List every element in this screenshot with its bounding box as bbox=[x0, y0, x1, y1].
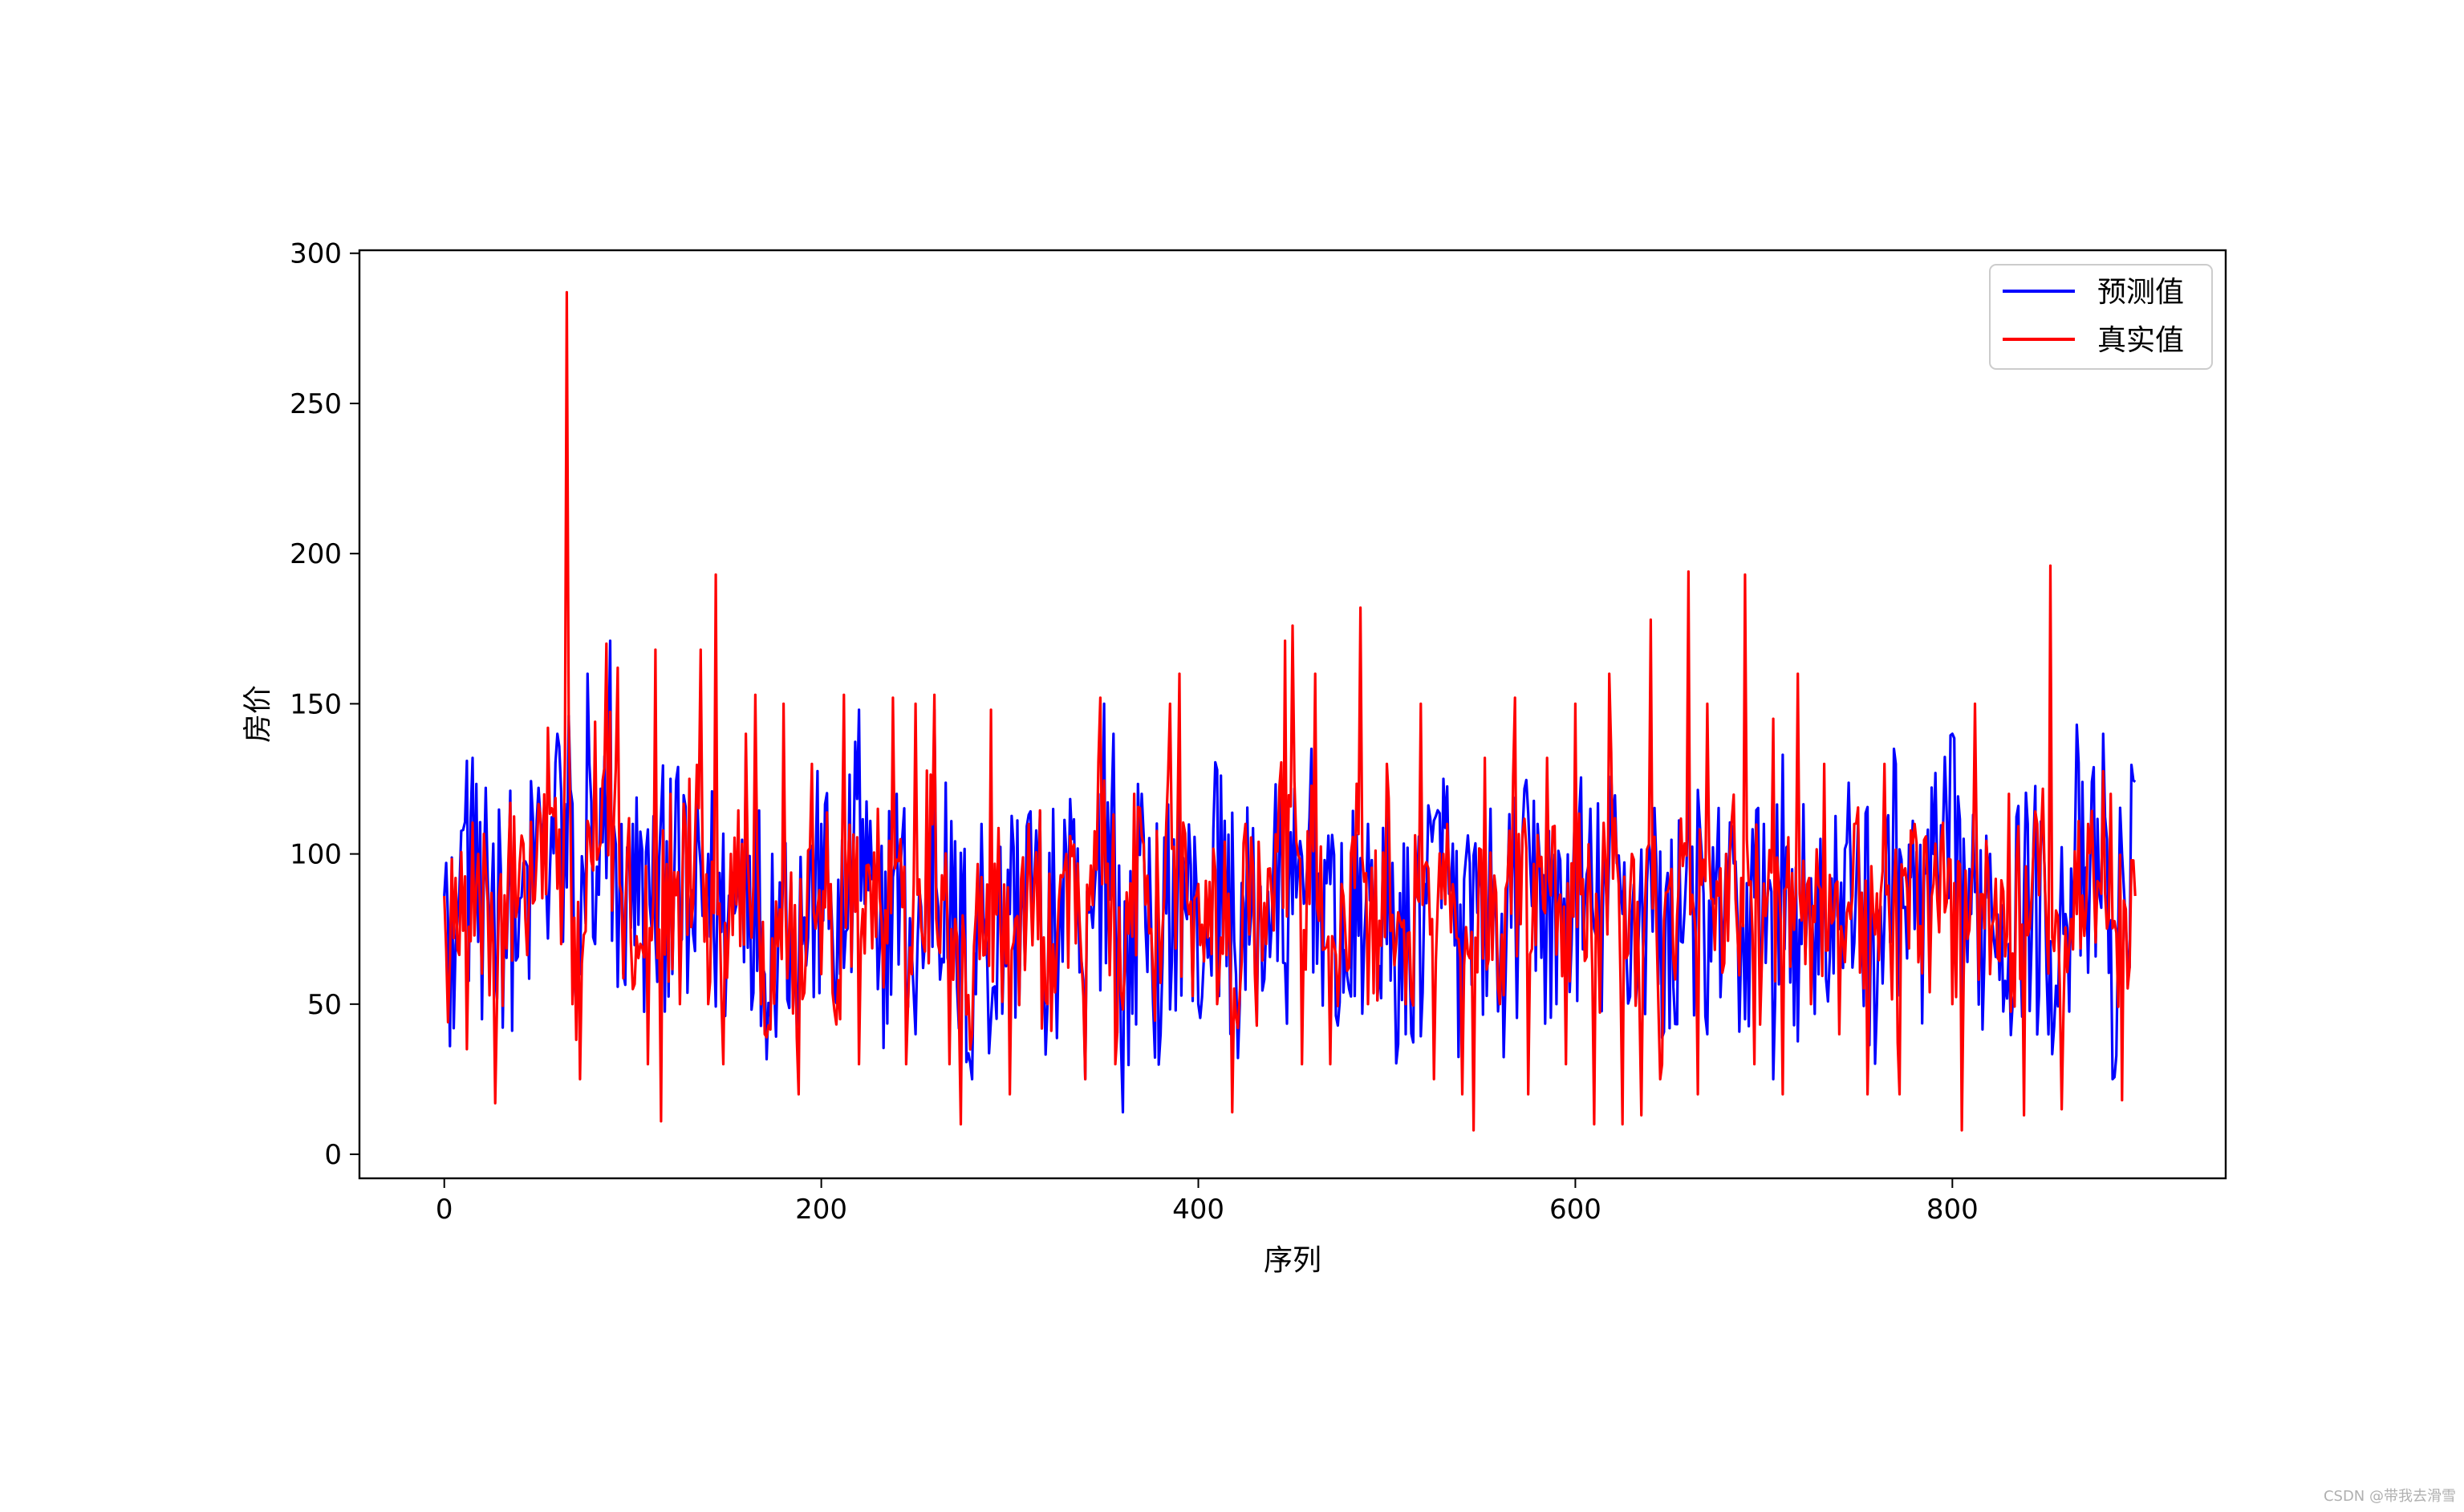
x-tick-label: 400 bbox=[1172, 1194, 1224, 1226]
x-tick-label: 0 bbox=[436, 1194, 453, 1226]
x-tick-label: 200 bbox=[795, 1194, 847, 1226]
legend: 预测值 真实值 bbox=[1989, 264, 2213, 370]
plot-frame bbox=[358, 249, 2227, 1180]
y-tick-label: 150 bbox=[290, 688, 342, 720]
y-tick-label: 300 bbox=[290, 238, 342, 270]
x-axis-label: 序列 bbox=[1264, 1244, 1321, 1277]
series-line-actual bbox=[443, 290, 2137, 1132]
y-axis-label: 房价 bbox=[242, 685, 274, 743]
legend-label-actual: 真实值 bbox=[2097, 324, 2184, 357]
series-line-predicted bbox=[443, 639, 2137, 1114]
y-tick-label: 200 bbox=[290, 538, 342, 570]
y-axis: 0 50 100 150 200 250 300 bbox=[290, 238, 359, 1171]
x-axis: 0 200 400 600 800 bbox=[436, 1178, 1979, 1226]
series-lines bbox=[443, 290, 2137, 1132]
y-tick-label: 50 bbox=[307, 989, 342, 1021]
y-tick-label: 100 bbox=[290, 839, 342, 871]
y-tick-label: 0 bbox=[324, 1139, 342, 1171]
y-tick-label: 250 bbox=[290, 388, 342, 420]
legend-label-predicted: 预测值 bbox=[2097, 276, 2184, 309]
x-tick-label: 800 bbox=[1926, 1194, 1979, 1226]
x-tick-label: 600 bbox=[1549, 1194, 1601, 1226]
watermark-text: CSDN @带我去滑雪 bbox=[2323, 1488, 2456, 1505]
